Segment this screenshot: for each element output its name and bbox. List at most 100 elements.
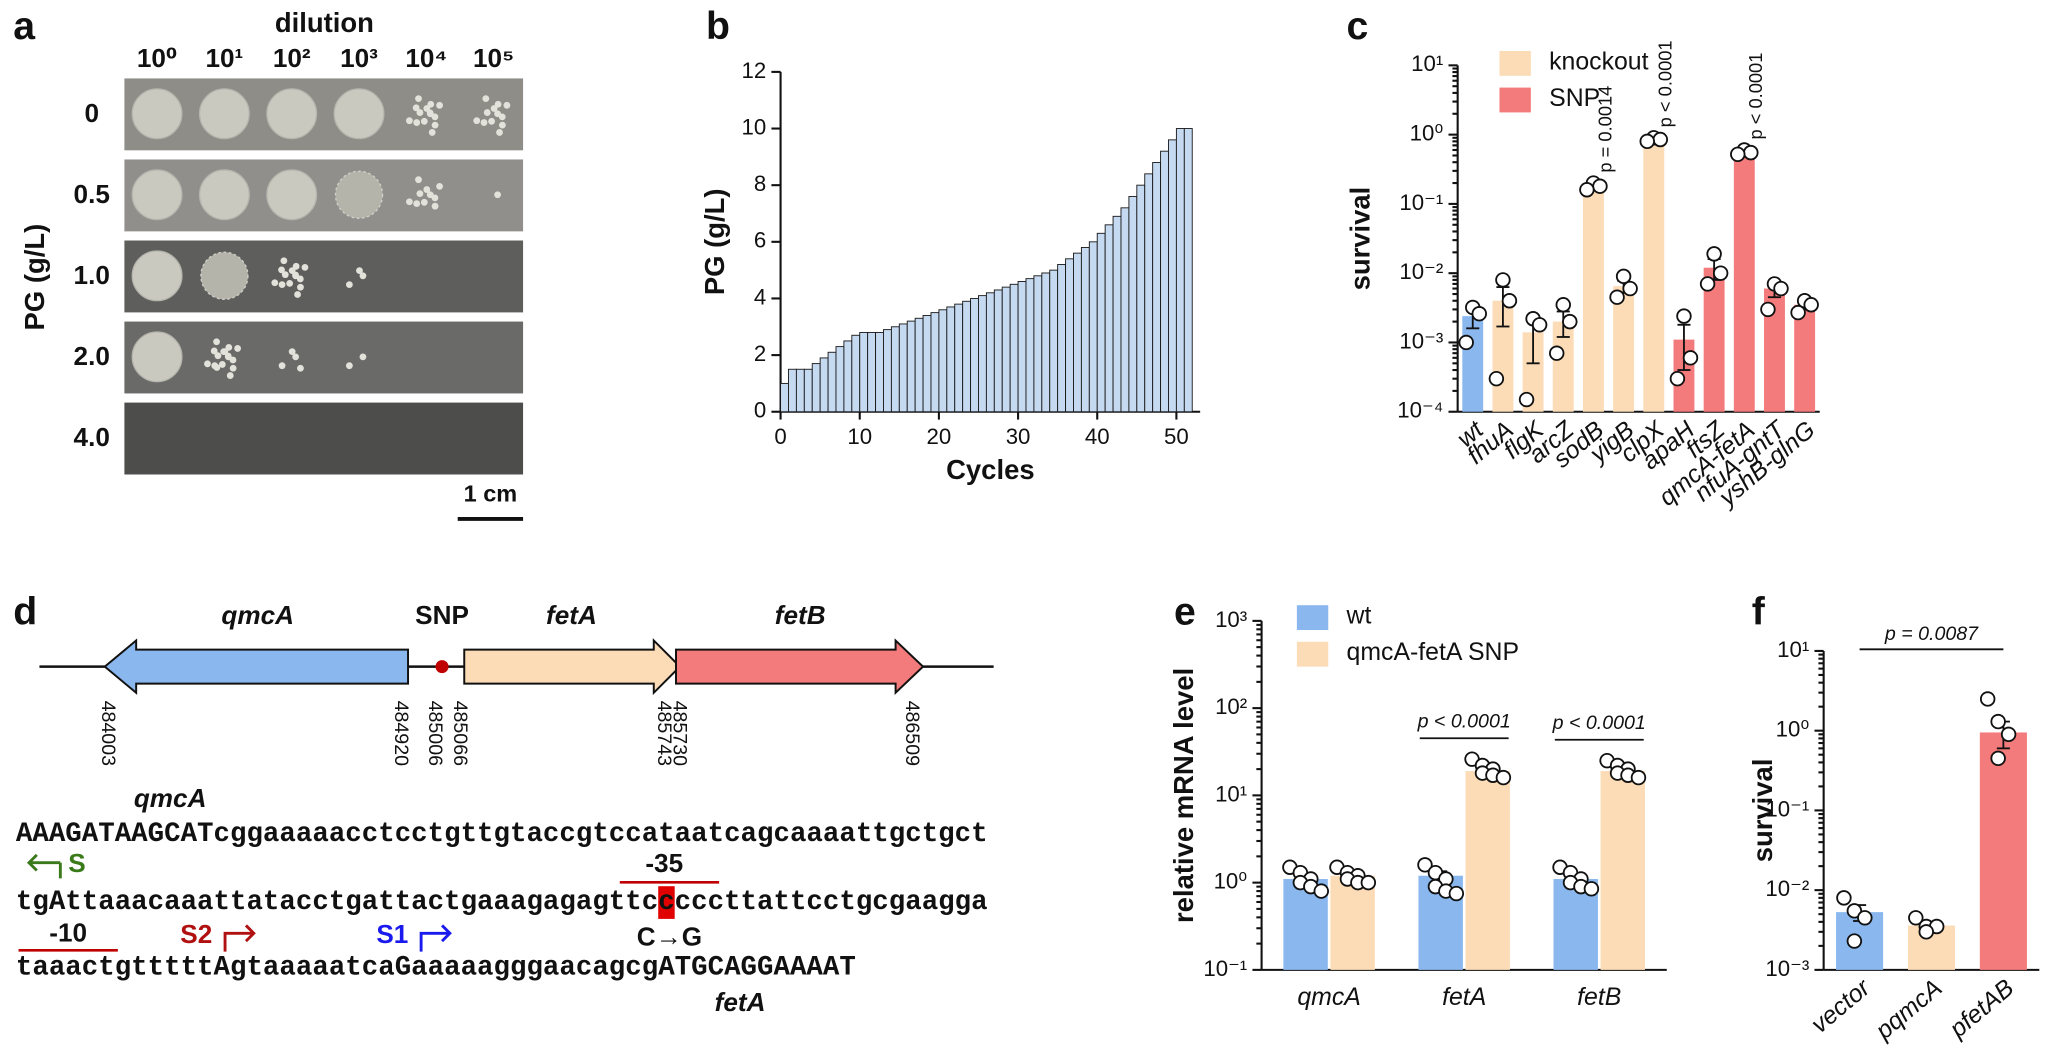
- p-value: p < 0.0001: [1417, 711, 1511, 733]
- data-point: [1682, 350, 1699, 366]
- box-label: -10: [49, 917, 87, 947]
- plate-row: [124, 78, 524, 151]
- colony: [428, 129, 436, 136]
- x-tick-label: 20: [927, 424, 952, 449]
- growth-spot: [198, 169, 250, 221]
- data-point: [1790, 304, 1806, 321]
- bar: [780, 382, 789, 413]
- x-tick-label: 50: [1164, 424, 1189, 449]
- colony: [214, 352, 222, 360]
- data-point: [1699, 276, 1716, 292]
- growth-spot: [266, 88, 318, 140]
- bar: [1073, 252, 1082, 413]
- colony: [426, 109, 434, 117]
- bar: [1017, 281, 1027, 413]
- bar: [1152, 162, 1162, 413]
- bar: [843, 340, 853, 413]
- bar: [1136, 184, 1146, 413]
- row-label: 0: [84, 98, 99, 128]
- bar: [954, 303, 964, 413]
- growth-spot: [334, 170, 384, 219]
- qmca-arrow: [103, 638, 410, 695]
- colony: [296, 275, 304, 283]
- colony: [436, 101, 443, 109]
- bar: [1080, 247, 1090, 413]
- bar: [803, 368, 813, 413]
- y-axis-title: relative mRNA level: [1168, 668, 1199, 923]
- colony: [406, 117, 413, 125]
- bar: [1979, 732, 2027, 970]
- data-point: [1706, 246, 1722, 262]
- legend-swatch: [1499, 50, 1531, 76]
- bar: [922, 314, 932, 413]
- data-point: [1562, 313, 1578, 330]
- p-value: p = 0.0014: [1594, 86, 1615, 173]
- bar: [898, 323, 908, 413]
- x-tick-label: 0: [774, 424, 786, 449]
- colony: [356, 267, 363, 274]
- y-tick-label: 12: [741, 58, 766, 83]
- bar: [890, 326, 900, 413]
- data-point: [1495, 272, 1511, 288]
- colony: [431, 202, 439, 210]
- x-tick-label: qmcA: [1297, 984, 1360, 1011]
- coordinate-label: 484003: [97, 701, 119, 766]
- data-point: [1743, 144, 1759, 161]
- y-tick-label: 10²: [1215, 694, 1247, 719]
- gene-map: qmcA fetA fetB SNP: [39, 600, 994, 696]
- colony: [416, 190, 424, 198]
- promoter-arrow: [223, 924, 256, 952]
- colony: [292, 271, 299, 279]
- data-point: [1448, 885, 1465, 902]
- colony: [294, 291, 301, 298]
- y-tick-label: 10¹: [1411, 51, 1443, 76]
- bar: [970, 298, 979, 413]
- data-point: [1622, 280, 1638, 297]
- bar: [985, 292, 995, 413]
- data-point: [1979, 691, 1996, 707]
- colony: [292, 353, 300, 361]
- colony: [280, 257, 288, 265]
- plate-row: [124, 402, 524, 475]
- coordinate-label: 484920: [390, 701, 412, 766]
- growth-spot: [198, 88, 250, 140]
- dilution-label: 10¹: [206, 43, 244, 73]
- data-point: [1760, 301, 1776, 318]
- data-point: [1518, 391, 1535, 408]
- colony: [427, 100, 435, 108]
- bar: [795, 368, 805, 413]
- promoter-label: S1: [376, 919, 408, 949]
- feta-arrow: [463, 638, 682, 696]
- y-axis-title: PG (g/L): [699, 188, 730, 295]
- bar: [1128, 196, 1138, 413]
- promoter-arrow: [26, 853, 62, 879]
- growth-spot: [333, 88, 385, 140]
- data-point: [1846, 903, 1863, 919]
- p-value: p < 0.0001: [1655, 40, 1676, 127]
- bar: [1001, 286, 1011, 413]
- y-tick-label: 10⁻¹: [1203, 956, 1247, 981]
- row-label: 2.0: [74, 341, 110, 371]
- colony: [494, 191, 501, 199]
- bar: [914, 317, 924, 413]
- colony: [359, 353, 367, 361]
- y-tick-label: 10⁻²: [1765, 876, 1809, 901]
- bar: [1522, 332, 1544, 412]
- y-tick-label: 10: [741, 114, 766, 139]
- colony: [359, 272, 367, 280]
- colony: [229, 364, 237, 372]
- colony: [204, 360, 211, 368]
- dilution-label: 10⁵: [473, 43, 514, 73]
- dilution-label: 10²: [273, 43, 311, 73]
- data-point: [1583, 881, 1600, 897]
- gene-label: fetA: [546, 600, 597, 630]
- dilution-label: 10³: [340, 43, 378, 73]
- bar: [1183, 128, 1193, 413]
- colony: [496, 129, 503, 136]
- colony: [483, 109, 491, 116]
- data-point: [2000, 726, 2017, 743]
- bar: [1462, 316, 1484, 412]
- bar: [938, 309, 948, 413]
- coordinate-label: 485730: [668, 701, 690, 766]
